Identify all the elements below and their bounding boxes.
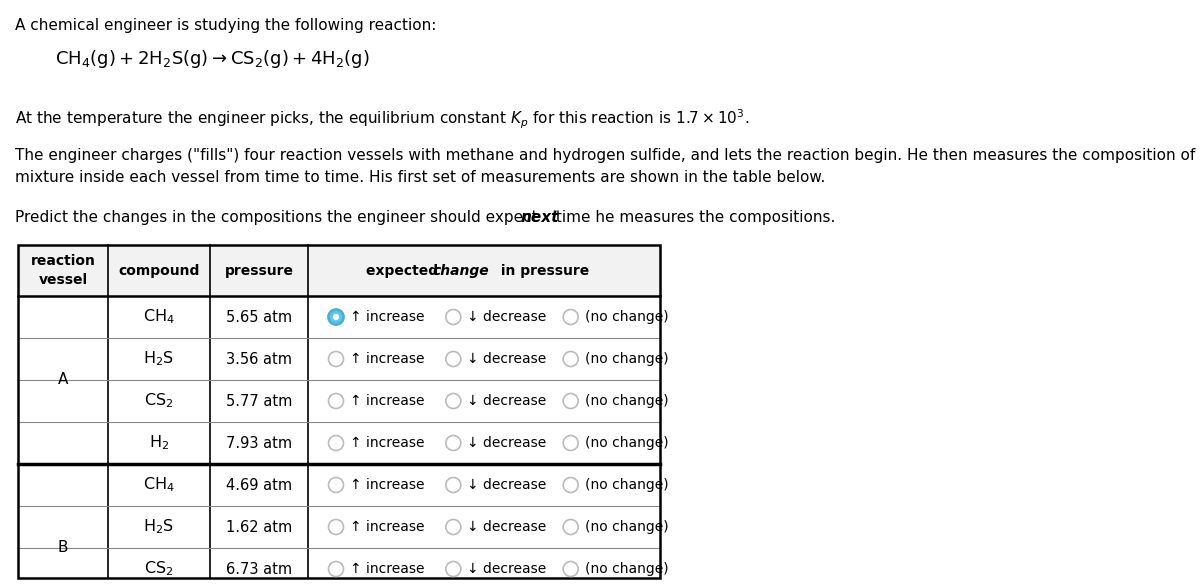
Circle shape — [446, 394, 461, 408]
Circle shape — [329, 519, 343, 535]
Text: (no change): (no change) — [584, 520, 668, 534]
Circle shape — [563, 519, 578, 535]
Text: At the temperature the engineer picks, the equilibrium constant $K_p$ for this r: At the temperature the engineer picks, t… — [14, 108, 749, 131]
Circle shape — [446, 562, 461, 576]
Text: expected: expected — [366, 263, 443, 277]
Text: ↑ increase: ↑ increase — [350, 310, 425, 324]
Text: 3.56 atm: 3.56 atm — [226, 352, 292, 366]
Text: (no change): (no change) — [584, 310, 668, 324]
Bar — [18, 245, 660, 578]
Text: A: A — [58, 373, 68, 387]
Text: ↓ decrease: ↓ decrease — [467, 352, 546, 366]
Bar — [18, 245, 660, 296]
Circle shape — [446, 352, 461, 366]
Text: ↑ increase: ↑ increase — [350, 394, 425, 408]
Text: (no change): (no change) — [584, 562, 668, 576]
Circle shape — [563, 477, 578, 493]
Text: ↓ decrease: ↓ decrease — [467, 478, 546, 492]
Text: Predict the changes in the compositions the engineer should expect: Predict the changes in the compositions … — [14, 210, 542, 225]
Text: $\mathrm{CS_2}$: $\mathrm{CS_2}$ — [144, 391, 174, 410]
Text: ↑ increase: ↑ increase — [350, 562, 425, 576]
Text: ↑ increase: ↑ increase — [350, 478, 425, 492]
Text: $\mathrm{CS_2}$: $\mathrm{CS_2}$ — [144, 560, 174, 579]
Text: B: B — [58, 541, 68, 556]
Text: (no change): (no change) — [584, 352, 668, 366]
Text: $\mathrm{H_2S}$: $\mathrm{H_2S}$ — [144, 518, 174, 536]
Text: mixture inside each vessel from time to time. His first set of measurements are : mixture inside each vessel from time to … — [14, 170, 826, 185]
Text: (no change): (no change) — [584, 478, 668, 492]
Text: 7.93 atm: 7.93 atm — [226, 435, 292, 450]
Text: $\mathrm{CH_4}$: $\mathrm{CH_4}$ — [143, 308, 175, 326]
Circle shape — [446, 477, 461, 493]
Text: $\mathrm{H_2S}$: $\mathrm{H_2S}$ — [144, 350, 174, 369]
Text: ↓ decrease: ↓ decrease — [467, 310, 546, 324]
Text: ↓ decrease: ↓ decrease — [467, 520, 546, 534]
Text: change: change — [432, 263, 488, 277]
Circle shape — [563, 394, 578, 408]
Circle shape — [332, 314, 340, 320]
Text: compound: compound — [119, 263, 199, 277]
Circle shape — [329, 562, 343, 576]
Text: $\mathrm{CH_4}$: $\mathrm{CH_4}$ — [143, 476, 175, 494]
Text: (no change): (no change) — [584, 436, 668, 450]
Text: ↑ increase: ↑ increase — [350, 436, 425, 450]
Text: A chemical engineer is studying the following reaction:: A chemical engineer is studying the foll… — [14, 18, 437, 33]
Text: (no change): (no change) — [584, 394, 668, 408]
Text: ↓ decrease: ↓ decrease — [467, 394, 546, 408]
Text: ↓ decrease: ↓ decrease — [467, 562, 546, 576]
Text: pressure: pressure — [224, 263, 294, 277]
Text: The engineer charges ("fills") four reaction vessels with methane and hydrogen s: The engineer charges ("fills") four reac… — [14, 148, 1200, 163]
Circle shape — [563, 562, 578, 576]
Circle shape — [329, 352, 343, 366]
Text: $\mathrm{H_2}$: $\mathrm{H_2}$ — [149, 433, 169, 452]
Circle shape — [446, 309, 461, 325]
Text: 5.77 atm: 5.77 atm — [226, 394, 292, 408]
Text: 4.69 atm: 4.69 atm — [226, 477, 292, 493]
Text: 5.65 atm: 5.65 atm — [226, 309, 292, 325]
Text: ↑ increase: ↑ increase — [350, 520, 425, 534]
Circle shape — [446, 435, 461, 450]
Circle shape — [329, 309, 343, 325]
Circle shape — [563, 309, 578, 325]
Text: next: next — [521, 210, 559, 225]
Text: $\mathregular{CH_4(g)+2H_2S(g)\rightarrow CS_2(g)+4H_2(g)}$: $\mathregular{CH_4(g)+2H_2S(g)\rightarro… — [55, 48, 370, 70]
Text: ↓ decrease: ↓ decrease — [467, 436, 546, 450]
Text: in pressure: in pressure — [496, 263, 589, 277]
Text: 6.73 atm: 6.73 atm — [226, 562, 292, 576]
Circle shape — [329, 477, 343, 493]
Text: reaction
vessel: reaction vessel — [30, 254, 96, 287]
Text: ↑ increase: ↑ increase — [350, 352, 425, 366]
Text: time he measures the compositions.: time he measures the compositions. — [551, 210, 835, 225]
Circle shape — [329, 435, 343, 450]
Circle shape — [563, 352, 578, 366]
Circle shape — [563, 435, 578, 450]
Circle shape — [329, 394, 343, 408]
Circle shape — [446, 519, 461, 535]
Text: 1.62 atm: 1.62 atm — [226, 519, 292, 535]
